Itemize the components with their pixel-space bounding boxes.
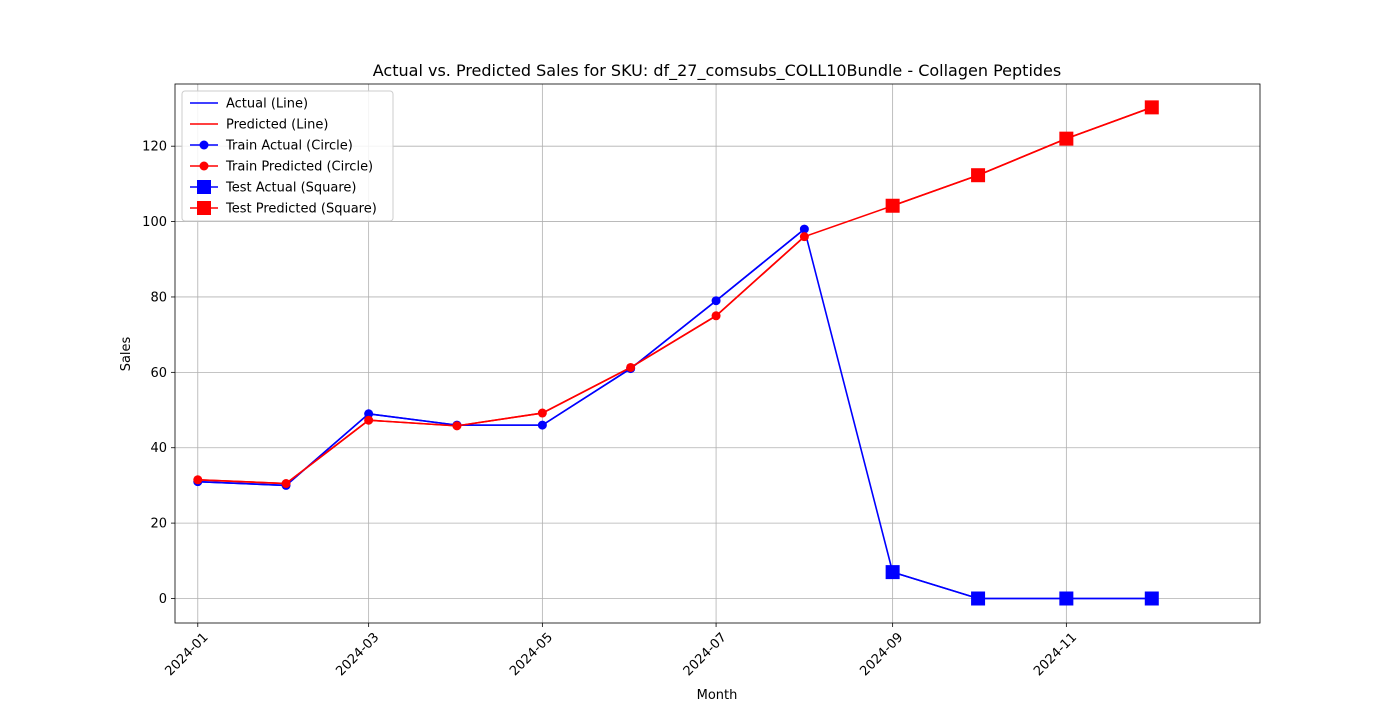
- y-tick-label: 40: [150, 441, 167, 456]
- data-point: [364, 415, 374, 425]
- data-point: [799, 232, 809, 242]
- y-tick-label: 60: [150, 366, 167, 381]
- data-point: [971, 591, 986, 606]
- legend-label: Train Predicted (Circle): [225, 160, 373, 175]
- axes-frame: [174, 83, 1261, 624]
- series-line: [892, 106, 1153, 207]
- data-point: [452, 421, 462, 431]
- legend-entry: Train Predicted (Circle): [190, 160, 373, 175]
- legend-swatch-marker: [199, 161, 209, 171]
- data-point: [364, 409, 374, 419]
- y-tick-label: 0: [159, 592, 167, 607]
- data-point: [885, 565, 900, 580]
- series-train-predicted-circle: [193, 232, 809, 489]
- legend-label: Predicted (Line): [226, 118, 328, 133]
- y-tick-label: 120: [142, 140, 167, 155]
- data-point: [711, 311, 721, 321]
- legend-label: Train Actual (Circle): [225, 139, 353, 154]
- legend-entry: Actual (Line): [190, 97, 308, 112]
- data-point: [1144, 100, 1159, 115]
- data-point: [626, 362, 636, 372]
- legend-box: [181, 90, 394, 222]
- legend-swatch-marker: [199, 140, 209, 150]
- legend: Actual (Line) Predicted (Line) Train Actua…: [181, 90, 394, 222]
- data-point: [1059, 131, 1074, 146]
- series-layer: [193, 100, 1159, 606]
- chart-title: Actual vs. Predicted Sales for SKU: df_2…: [373, 61, 1061, 81]
- legend-entry: Predicted (Line): [190, 118, 328, 133]
- legend-entry: Test Predicted (Square): [190, 201, 377, 217]
- legend-entry: Test Actual (Square): [190, 180, 357, 196]
- legend-label: Test Actual (Square): [225, 181, 357, 196]
- data-point: [885, 198, 900, 213]
- data-point: [1144, 591, 1159, 606]
- series-test-actual-square: [885, 565, 1159, 606]
- data-point: [799, 224, 809, 234]
- series-test-predicted-square: [885, 100, 1159, 213]
- data-point: [537, 420, 547, 430]
- series-line: [197, 236, 805, 485]
- data-point: [281, 479, 291, 489]
- y-tick-label: 20: [150, 517, 167, 532]
- legend-swatch-marker: [197, 201, 211, 215]
- legend-label: Test Predicted (Square): [225, 202, 377, 217]
- y-tick-label: 100: [142, 215, 167, 230]
- x-axis-label: Month: [697, 688, 738, 700]
- data-point: [1059, 591, 1074, 606]
- legend-label: Actual (Line): [226, 97, 308, 112]
- data-point: [711, 296, 721, 306]
- y-axis-label: Sales: [119, 336, 134, 371]
- data-point: [971, 168, 986, 183]
- series-line: [892, 571, 1152, 600]
- legend-entry: Train Actual (Circle): [190, 139, 353, 154]
- data-point: [537, 408, 547, 418]
- data-point: [193, 475, 203, 485]
- y-tick-label: 80: [150, 290, 167, 305]
- legend-swatch-marker: [197, 180, 211, 194]
